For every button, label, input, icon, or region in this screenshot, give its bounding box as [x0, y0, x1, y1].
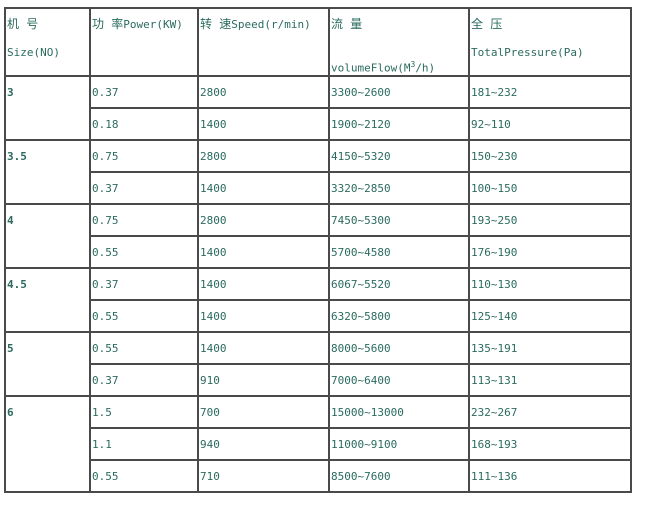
table-row: 5 0.55 1400 8000~5600 135~191 [4, 331, 632, 397]
header-speed-cn: 转 速 [200, 17, 232, 31]
cell-pressure: 113~131 [468, 363, 632, 397]
cell-speed: 2800 [197, 139, 330, 173]
header-flow-suffix: /h) [415, 61, 436, 75]
cell-pressure: 92~110 [468, 107, 632, 141]
header-flow-en: volumeFlow(M3/h) [331, 60, 467, 75]
table-row: 3 0.37 2800 3300~2600 181~232 [4, 75, 632, 141]
cell-pressure: 111~136 [468, 459, 632, 493]
cell-pressure: 232~267 [468, 395, 632, 429]
header-size-cn: 机 号 [7, 17, 39, 31]
cell-speed: 910 [197, 363, 330, 397]
cell-power: 0.37 [89, 363, 199, 397]
cell-pressure: 176~190 [468, 235, 632, 269]
cell-speed: 700 [197, 395, 330, 429]
cell-flow: 3320~2850 [328, 171, 470, 205]
cell-flow: 6067~5520 [328, 267, 470, 301]
header-flow-cn: 流 量 [331, 17, 363, 31]
table-row: 0.37 1400 3320~2850 100~150 [5, 171, 632, 205]
cell-speed: 710 [197, 459, 330, 493]
header-power: 功 率Power(KW) [89, 7, 199, 77]
cell-flow: 15000~13000 [328, 395, 470, 429]
cell-flow: 7450~5300 [328, 203, 470, 237]
header-speed-en: Speed(r/min) [231, 18, 311, 31]
table-row: 0.55 1400 6320~5800 125~140 [5, 299, 632, 333]
cell-size: 6 [4, 395, 91, 493]
cell-flow: 8000~5600 [328, 331, 470, 365]
cell-flow: 6320~5800 [328, 299, 470, 333]
cell-power: 0.37 [89, 171, 199, 205]
cell-power: 0.18 [89, 107, 199, 141]
table-row: 0.37 910 7000~6400 113~131 [5, 363, 632, 397]
table-row: 1.1 940 11000~9100 168~193 [5, 427, 632, 461]
cell-speed: 2800 [197, 75, 330, 109]
cell-speed: 1400 [197, 107, 330, 141]
cell-flow: 4150~5320 [328, 139, 470, 173]
cell-power: 1.5 [89, 395, 199, 429]
header-power-en: Power(KW) [123, 18, 183, 31]
table-row: 0.18 1400 1900~2120 92~110 [5, 107, 632, 141]
header-pressure-en: TotalPressure(Pa) [471, 46, 584, 59]
cell-pressure: 125~140 [468, 299, 632, 333]
table-row: 0.55 1400 5700~4580 176~190 [5, 235, 632, 269]
cell-power: 0.37 [89, 75, 199, 109]
cell-power: 1.1 [89, 427, 199, 461]
cell-power: 0.55 [89, 299, 199, 333]
header-flow: 流 量 volumeFlow(M3/h) [328, 7, 470, 77]
cell-size: 5 [4, 331, 91, 397]
cell-speed: 1400 [197, 171, 330, 205]
header-size: 机 号 Size(NO) [4, 7, 91, 77]
fan-spec-table: 机 号 Size(NO) 功 率Power(KW) 转 速Speed(r/min… [4, 7, 632, 493]
cell-size: 4 [4, 203, 91, 269]
cell-pressure: 135~191 [468, 331, 632, 365]
cell-pressure: 168~193 [468, 427, 632, 461]
cell-size: 3 [4, 75, 91, 141]
cell-power: 0.55 [89, 459, 199, 493]
table-row: 6 1.5 700 15000~13000 232~267 [4, 395, 632, 493]
cell-speed: 1400 [197, 331, 330, 365]
header-pressure-cn: 全 压 [471, 17, 503, 31]
cell-pressure: 100~150 [468, 171, 632, 205]
cell-pressure: 181~232 [468, 75, 632, 109]
cell-size: 4.5 [4, 267, 91, 333]
header-flow-en-text: volumeFlow(M [331, 61, 411, 75]
cell-pressure: 110~130 [468, 267, 632, 301]
cell-speed: 940 [197, 427, 330, 461]
header-power-cn: 功 率 [92, 17, 124, 31]
cell-power: 0.75 [89, 203, 199, 237]
cell-pressure: 150~230 [468, 139, 632, 173]
table-header-row: 机 号 Size(NO) 功 率Power(KW) 转 速Speed(r/min… [4, 7, 632, 77]
table-row: 4.5 0.37 1400 6067~5520 110~130 [4, 267, 632, 333]
header-flow-sup: 3 [410, 60, 416, 69]
cell-pressure: 193~250 [468, 203, 632, 237]
cell-flow: 8500~7600 [328, 459, 470, 493]
cell-power: 0.75 [89, 139, 199, 173]
header-pressure: 全 压 TotalPressure(Pa) [468, 7, 632, 77]
table-row: 3.5 0.75 2800 4150~5320 150~230 [4, 139, 632, 205]
cell-power: 0.55 [89, 235, 199, 269]
cell-flow: 3300~2600 [328, 75, 470, 109]
header-speed: 转 速Speed(r/min) [197, 7, 330, 77]
cell-power: 0.37 [89, 267, 199, 301]
cell-size: 3.5 [4, 139, 91, 205]
header-size-en: Size(NO) [7, 46, 60, 59]
table-row: 0.55 710 8500~7600 111~136 [5, 459, 632, 493]
table-row: 4 0.75 2800 7450~5300 193~250 [4, 203, 632, 269]
cell-speed: 1400 [197, 235, 330, 269]
cell-flow: 7000~6400 [328, 363, 470, 397]
cell-flow: 1900~2120 [328, 107, 470, 141]
cell-speed: 1400 [197, 299, 330, 333]
cell-speed: 2800 [197, 203, 330, 237]
cell-power: 0.55 [89, 331, 199, 365]
cell-flow: 5700~4580 [328, 235, 470, 269]
cell-speed: 1400 [197, 267, 330, 301]
cell-flow: 11000~9100 [328, 427, 470, 461]
